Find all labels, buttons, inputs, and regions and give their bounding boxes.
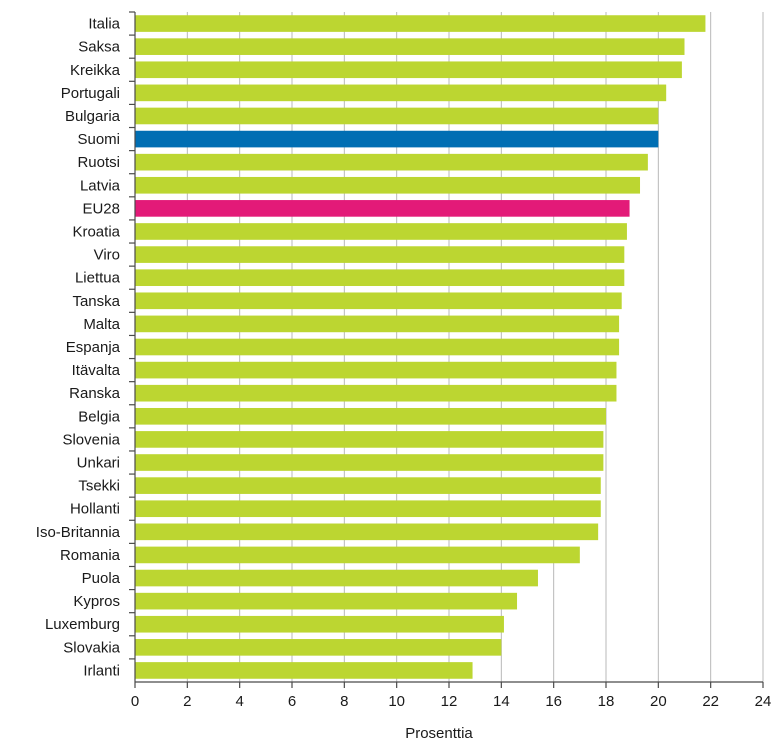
bar-bulgaria (135, 107, 659, 125)
category-label: Itävalta (72, 362, 121, 379)
category-label: Suomi (77, 131, 120, 148)
x-tick-label-16: 16 (545, 693, 562, 710)
category-label: Viro (94, 247, 120, 264)
category-label: Unkari (77, 455, 120, 472)
category-label: Belgia (78, 408, 120, 425)
bar-slovenia (135, 431, 604, 448)
bar-unkari (135, 454, 604, 471)
bar-kreikka (135, 61, 682, 79)
category-label: Irlanti (83, 662, 120, 679)
category-label: EU28 (82, 200, 120, 217)
bar-italia (135, 15, 706, 32)
category-label: Tsekki (78, 478, 120, 495)
category-label: Saksa (78, 39, 120, 56)
category-labels: Italia Saksa Kreikka Portugali Bulgaria Suomi… (36, 16, 121, 680)
bar-saksa (135, 38, 685, 55)
x-tick-label-6: 6 (288, 693, 296, 710)
bar-malta (135, 315, 620, 333)
x-tick-label-2: 2 (183, 693, 191, 710)
x-tick-label-22: 22 (702, 693, 719, 710)
x-tick-label-8: 8 (340, 693, 348, 710)
bar-kypros (135, 592, 518, 610)
category-label: Iso-Britannia (36, 524, 121, 541)
bar-puola (135, 569, 538, 587)
category-label: Kreikka (70, 62, 121, 79)
bar-viro (135, 246, 625, 263)
x-tick-label-10: 10 (388, 693, 405, 710)
category-label: Latvia (80, 177, 121, 194)
category-label: Espanja (66, 339, 121, 356)
category-label: Ruotsi (77, 154, 120, 171)
bar-portugali (135, 84, 667, 102)
category-label: Tanska (72, 293, 120, 310)
category-label: Ranska (69, 385, 121, 402)
category-label: Bulgaria (65, 108, 121, 125)
x-tick-label-0: 0 (131, 693, 139, 710)
category-label: Kypros (73, 593, 120, 610)
bar-luxemburg (135, 615, 504, 633)
bar-slovakia (135, 639, 502, 656)
x-axis-title: Prosenttia (405, 725, 473, 742)
bar-hollanti (135, 500, 601, 518)
bar-kroatia (135, 223, 627, 240)
x-tick-label-12: 12 (441, 693, 458, 710)
bars (135, 15, 706, 679)
bar-latvia (135, 176, 641, 194)
bar-irlanti (135, 662, 473, 679)
bar-suomi (135, 130, 659, 148)
category-label: Kroatia (72, 223, 120, 240)
axes (129, 11, 764, 688)
bar-ruotsi (135, 153, 648, 171)
x-tick-label-20: 20 (650, 693, 667, 710)
x-tick-label-24: 24 (755, 693, 772, 710)
category-label: Slovakia (63, 639, 120, 656)
bar-tsekki (135, 477, 601, 494)
category-label: Hollanti (70, 501, 120, 518)
category-label: Portugali (61, 85, 120, 102)
category-label: Malta (83, 316, 120, 333)
bar-romania (135, 546, 580, 564)
category-label: Slovenia (62, 431, 120, 448)
bar-itävalta (135, 361, 617, 379)
bar-iso-britannia (135, 523, 599, 541)
category-label: Liettua (75, 270, 121, 287)
category-label: Puola (82, 570, 121, 587)
bar-espanja (135, 338, 620, 356)
category-label: Romania (60, 547, 121, 564)
category-label: Luxemburg (45, 616, 120, 633)
bar-belgia (135, 407, 606, 425)
tick-labels: 0 2 4 6 8 10 12 14 16 18 20 22 24 (131, 693, 772, 710)
category-label: Italia (88, 16, 120, 33)
bar-liettua (135, 269, 625, 287)
bar-tanska (135, 292, 622, 310)
x-tick-label-14: 14 (493, 693, 510, 710)
bar-ranska (135, 384, 617, 402)
x-tick-label-18: 18 (598, 693, 615, 710)
bar-eu28 (135, 200, 630, 217)
x-tick-label-4: 4 (235, 693, 243, 710)
